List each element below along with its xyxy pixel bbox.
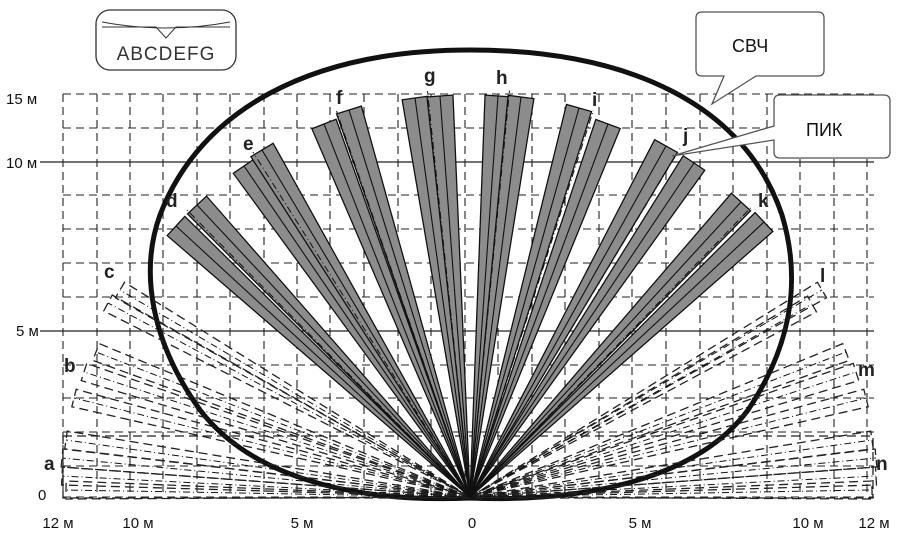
dashed-zone	[469, 388, 869, 498]
zone-label-b: b	[64, 356, 76, 377]
y-label-0: 0	[38, 487, 46, 504]
pir-beam-centerline	[469, 148, 681, 498]
y-label-10m: 10 м	[6, 155, 37, 172]
zone-label-n: n	[876, 454, 888, 475]
callout-microwave: СВЧ	[695, 11, 825, 106]
pir-ray	[348, 109, 471, 498]
dashed-zone-axis	[73, 397, 471, 498]
x-label-10m-left: 10 м	[122, 515, 153, 532]
zone-label-f: f	[336, 88, 343, 109]
pir-ray	[469, 95, 499, 498]
pir-beam-centerline	[186, 209, 471, 498]
y-axis-labels: 15 м 10 м 5 м 0	[6, 91, 46, 504]
callout-pir: ПИК	[671, 94, 891, 159]
pir-ray	[469, 96, 522, 498]
y-label-5m: 5 м	[16, 323, 39, 340]
dashed-zone-axis	[61, 457, 471, 498]
pir-ray	[469, 201, 742, 498]
dashed-zone	[71, 388, 471, 498]
pir-ray	[469, 107, 580, 498]
dashed-zone-axis	[469, 439, 873, 498]
pir-beam-centerline	[469, 205, 753, 498]
dashed-zone-axis	[469, 371, 857, 498]
x-label-12m-right: 12 м	[858, 515, 889, 532]
pir-ray	[196, 204, 471, 498]
pir-zones	[166, 90, 774, 498]
zone-label-a: a	[44, 454, 55, 475]
dashed-zone-axis	[469, 489, 873, 498]
dashed-zone-axis	[469, 475, 877, 498]
pir-ray	[469, 123, 609, 498]
zone-label-h: h	[496, 68, 508, 89]
pir-ray	[469, 145, 667, 498]
dashed-zone-axis	[83, 371, 471, 498]
dashed-zone	[469, 448, 878, 498]
dashed-zone	[469, 362, 860, 498]
zone-label-g: g	[424, 66, 436, 87]
dashed-zone-axis	[107, 302, 471, 498]
dashed-zone	[102, 294, 471, 498]
dashed-zone	[469, 295, 818, 498]
dashed-zone-axis	[469, 351, 847, 498]
pir-ray	[469, 162, 695, 498]
pir-ray	[469, 221, 765, 498]
pir-beam-centerline	[469, 90, 510, 498]
zone-label-e: e	[243, 134, 254, 155]
x-label-0: 0	[468, 515, 476, 532]
dashed-zone-axis	[65, 489, 471, 498]
x-label-12m-left: 12 м	[42, 515, 73, 532]
dashed-zone-axis	[469, 303, 813, 498]
zone-label-j: j	[682, 126, 688, 147]
dashed-zone-axis	[469, 289, 823, 498]
dashed-zone-axis	[65, 439, 471, 498]
dashed-zone	[469, 466, 878, 498]
zone-label-i: i	[592, 90, 597, 111]
zone-label-m: m	[858, 360, 875, 381]
lens-icon: ABCDEFG	[95, 9, 237, 71]
callout-microwave-label: СВЧ	[732, 36, 768, 56]
dashed-zone-axis	[95, 351, 471, 498]
dashed-zone-axis	[469, 397, 867, 498]
pir-ray	[175, 225, 471, 498]
lens-letters: ABCDEFG	[117, 44, 216, 65]
zone-letters: d e f g h i j k c b a l m n	[44, 66, 888, 475]
dashed-zone	[91, 342, 471, 498]
lower-band-frame	[62, 435, 874, 499]
lower-dashed-zones	[60, 281, 878, 500]
pir-beam-centerline	[427, 90, 471, 498]
x-label-5m-right: 5 м	[629, 515, 652, 532]
pir-ray	[414, 97, 471, 498]
zone-label-c: c	[104, 262, 115, 283]
callout-pir-label: ПИК	[806, 120, 843, 140]
zone-label-k: k	[758, 191, 769, 212]
pir-beam-centerline	[469, 109, 594, 498]
pir-ray	[243, 165, 471, 498]
dashed-zone-axis	[119, 289, 471, 498]
pir-ray	[439, 95, 471, 498]
dashed-zone-axis	[61, 475, 471, 498]
x-label-5m-left: 5 м	[291, 515, 314, 532]
dashed-zone	[114, 281, 471, 498]
zone-label-d: d	[166, 191, 178, 212]
zone-label-l: l	[820, 266, 825, 287]
dashed-zone	[469, 281, 828, 498]
x-axis-labels: 12 м 10 м 5 м 0 5 м 10 м 12 м	[42, 515, 889, 532]
pir-ray	[261, 149, 471, 498]
y-label-15m: 15 м	[6, 91, 37, 108]
dashed-zone	[80, 362, 471, 498]
dashed-zone-axis	[469, 457, 877, 498]
pir-ray	[323, 123, 471, 498]
pir-beam-centerline	[336, 110, 471, 498]
x-label-10m-right: 10 м	[792, 515, 823, 532]
dashed-zone	[60, 466, 471, 498]
pir-beam-centerline	[252, 151, 471, 498]
